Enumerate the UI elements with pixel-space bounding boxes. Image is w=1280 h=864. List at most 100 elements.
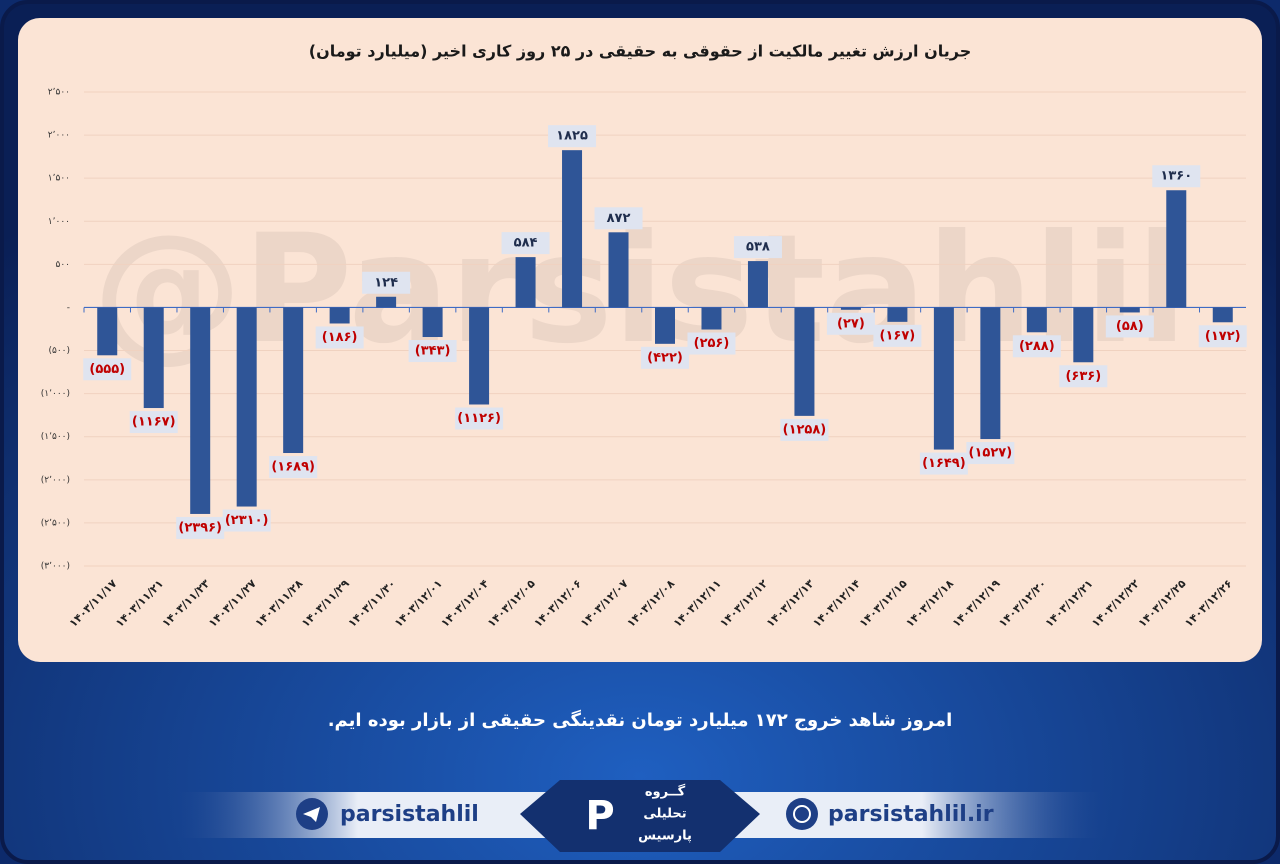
chart-panel xyxy=(18,18,1262,662)
bar xyxy=(376,296,397,308)
value-label: ۱۸۲۵ xyxy=(556,129,588,144)
bar xyxy=(97,307,118,356)
y-tick-label: (۲٬۰۰۰) xyxy=(41,475,70,485)
value-label: (۱۶۸۹) xyxy=(271,460,315,475)
value-label: (۲۵۶) xyxy=(694,336,730,351)
y-tick-label: ۱٬۰۰۰ xyxy=(48,217,70,227)
bar xyxy=(190,307,211,514)
value-label: ۸۷۲ xyxy=(607,211,631,226)
value-label-box xyxy=(408,340,457,363)
value-label-box xyxy=(548,125,597,148)
y-tick-label: (۲٬۵۰۰) xyxy=(41,518,70,528)
watermark: @Parsistahlil xyxy=(92,203,1187,377)
bar xyxy=(143,307,164,409)
value-label-box xyxy=(594,207,643,230)
value-label-box xyxy=(1152,165,1201,188)
value-label-box xyxy=(966,442,1015,465)
bar xyxy=(980,307,1001,440)
value-label-box xyxy=(687,332,736,355)
value-label: (۱۲۵۸) xyxy=(783,422,827,437)
footer-message: امروز شاهد خروج ۱۷۲ میلیارد تومان نقدینگ… xyxy=(328,709,953,731)
value-label-box xyxy=(315,326,364,349)
value-label-box xyxy=(919,452,968,475)
bar xyxy=(1119,307,1140,313)
bar xyxy=(1166,190,1187,308)
bar xyxy=(655,307,675,344)
value-label: (۱۱۲۶) xyxy=(457,411,501,426)
telegram-handle[interactable]: parsistahlil xyxy=(340,802,479,827)
y-tick-label: ۵۰۰ xyxy=(55,260,70,270)
bar xyxy=(236,307,257,507)
value-label: (۱۷۲) xyxy=(1205,329,1241,344)
value-label: (۶۳۶) xyxy=(1065,369,1101,384)
logo-text: گــروه xyxy=(645,784,686,800)
telegram-plane xyxy=(303,807,320,822)
value-label-box xyxy=(1198,325,1247,348)
bar xyxy=(608,232,629,308)
value-label: (۱۶۷) xyxy=(880,328,916,343)
logo-text: پارسیس xyxy=(638,829,692,844)
y-tick-label: ۲٬۵۰۰ xyxy=(48,88,70,98)
web-icon xyxy=(786,798,818,830)
value-label-box xyxy=(641,346,689,369)
value-label: (۲۷) xyxy=(837,316,865,331)
y-tick-label: - xyxy=(67,303,70,313)
value-label: (۱۶۴۹) xyxy=(922,456,966,471)
value-label-box xyxy=(1012,335,1061,358)
value-label: (۳۴۳) xyxy=(415,344,451,359)
value-label-box xyxy=(455,407,504,430)
y-tick-label: ۲٬۰۰۰ xyxy=(48,131,70,141)
bar xyxy=(1212,307,1233,323)
bar xyxy=(329,307,350,324)
y-tick-label: (۱٬۵۰۰) xyxy=(41,432,70,442)
website[interactable]: parsistahlil.ir xyxy=(828,802,994,827)
y-tick-label: ۱٬۵۰۰ xyxy=(48,174,70,184)
value-label: (۱۵۲۷) xyxy=(969,446,1013,461)
bar xyxy=(422,307,443,338)
value-label-box xyxy=(176,516,225,539)
value-label: (۴۲۲) xyxy=(647,350,683,365)
value-label: ۱۲۴ xyxy=(374,275,398,290)
value-label-box xyxy=(1059,365,1108,388)
chart-title: جریان ارزش تغییر مالکیت از حقوقی به حقیق… xyxy=(309,42,971,61)
value-label: (۲۸۸) xyxy=(1019,339,1055,354)
logo-badge xyxy=(520,780,760,852)
y-tick-label: (۳٬۰۰۰) xyxy=(41,562,70,572)
bar xyxy=(840,307,861,310)
value-label-box xyxy=(826,312,875,335)
value-label-box xyxy=(222,509,271,532)
value-label-box xyxy=(129,411,178,434)
value-label: (۲۳۹۶) xyxy=(178,520,222,535)
globe xyxy=(793,805,811,823)
bar xyxy=(887,307,908,322)
value-label-box xyxy=(1105,315,1154,338)
bar xyxy=(701,307,722,330)
logo-mark: P xyxy=(585,793,614,839)
value-label-box xyxy=(733,236,782,259)
value-label-box xyxy=(780,418,829,441)
value-label: (۱۱۶۷) xyxy=(132,415,176,430)
value-label: (۱۸۶) xyxy=(322,330,358,345)
bar xyxy=(794,307,815,416)
value-label: ۱۳۶۰ xyxy=(1160,169,1192,184)
value-label-box xyxy=(501,232,550,255)
value-label-box xyxy=(83,358,132,381)
bar xyxy=(747,261,768,308)
bar xyxy=(1026,307,1047,333)
value-label: (۵۵۵) xyxy=(89,362,125,377)
bar xyxy=(1073,307,1094,363)
bar xyxy=(469,307,490,405)
value-label-box xyxy=(362,271,411,294)
y-tick-label: (۵۰۰) xyxy=(48,346,70,356)
value-label-box xyxy=(873,324,922,347)
value-label: (۲۳۱۰) xyxy=(225,513,269,528)
value-label: ۵۸۴ xyxy=(514,236,538,251)
value-label: ۵۳۸ xyxy=(746,240,770,255)
bar xyxy=(562,150,583,308)
bar xyxy=(283,307,304,454)
logo-text: تحلیلی xyxy=(643,807,686,822)
value-label-box xyxy=(269,456,318,479)
value-label: (۵۸) xyxy=(1116,319,1144,334)
